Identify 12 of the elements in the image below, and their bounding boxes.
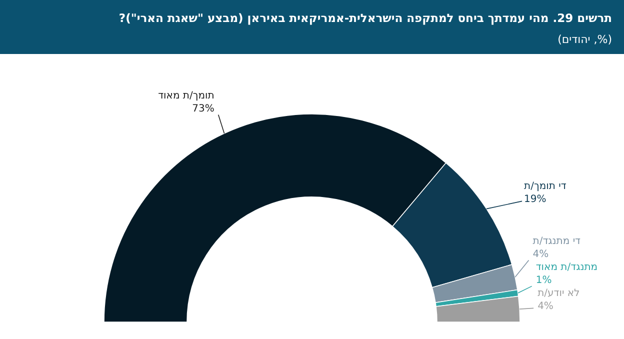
data-label: 19% xyxy=(524,194,546,206)
slice-label: די תומך/ת xyxy=(524,181,567,192)
slice-label: מתנגד/ת מאוד xyxy=(536,262,598,274)
data-label: 4% xyxy=(532,249,549,260)
chart-title: תרשים 29. מהי עמדתך ביחס למתקפה הישראלית-אמריקאית באיראן (מבצע "שאגת הארי")? xyxy=(118,11,612,25)
data-label: 4% xyxy=(538,301,554,312)
slice-label: תומך/ת מאוד xyxy=(158,90,214,102)
slice-label: לא יודע/ת xyxy=(538,288,580,300)
slice-label: די מתנגד/ת xyxy=(532,236,582,248)
chart-subtitle: (%, יהודים) xyxy=(558,33,612,46)
data-label: 1% xyxy=(536,275,552,286)
data-label: 73% xyxy=(192,104,214,115)
